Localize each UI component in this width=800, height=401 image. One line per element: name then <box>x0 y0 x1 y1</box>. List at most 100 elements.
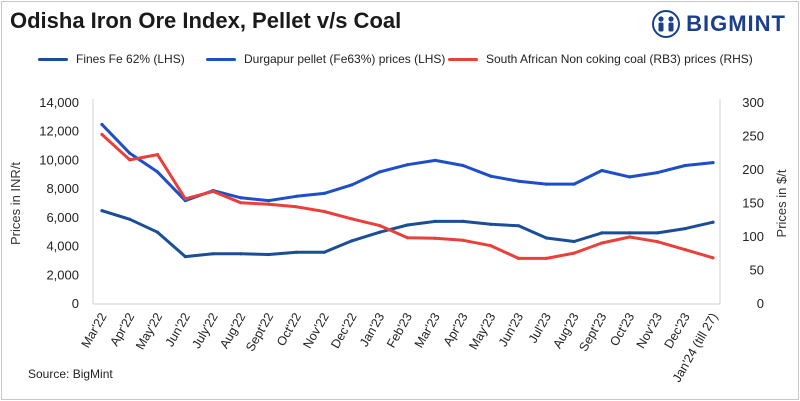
series-2-point <box>572 182 576 186</box>
series-1-point <box>628 231 632 235</box>
legend-label-pellet: Durgapur pellet (Fe63%) prices (LHS) <box>244 52 446 66</box>
series-1-point <box>155 230 160 234</box>
legend-label-coal: South African Non coking coal (RB3) pric… <box>486 52 753 66</box>
series-2-point <box>405 163 410 167</box>
y-left-tick-label: 10,000 <box>39 152 79 167</box>
series-3-point <box>294 205 298 209</box>
y-left-tick-label: 8,000 <box>46 181 79 196</box>
legend-swatch-pellet <box>206 57 236 61</box>
series-1-point <box>461 219 465 223</box>
series-1-point <box>350 239 354 243</box>
y-right-tick-label: 150 <box>742 196 764 211</box>
series-3-point <box>183 197 187 201</box>
series-3-point <box>211 189 215 193</box>
series-2-point <box>267 199 271 203</box>
series-2-point <box>517 179 521 183</box>
series-2-point <box>322 191 326 195</box>
series-2-point <box>544 182 549 186</box>
series-3-point <box>683 248 687 252</box>
series-1-point <box>433 219 437 223</box>
series-3-point <box>461 238 465 242</box>
series-1-point <box>100 209 104 213</box>
legend-swatch-fines <box>38 57 68 61</box>
series-3-point <box>378 224 382 228</box>
chart-title: Odisha Iron Ore Index, Pellet v/s Coal <box>10 8 402 33</box>
legend-item-fines: Fines Fe 62% (LHS) <box>38 52 185 66</box>
series-2-point <box>655 171 660 175</box>
series-3-point <box>350 217 354 221</box>
x-tick-label: May'23 <box>466 310 498 352</box>
x-tick-label: Jan'23 <box>357 310 387 349</box>
x-tick-label: May'22 <box>133 310 165 352</box>
series-3-point <box>572 251 576 255</box>
brand-logo: BIGMINT <box>652 10 786 38</box>
x-tick-label: Jul'23 <box>526 310 554 345</box>
legend-label-fines: Fines Fe 62% (LHS) <box>76 52 185 66</box>
series-3-point <box>628 235 632 239</box>
series-3-point <box>517 256 521 260</box>
x-tick-label: July'22 <box>189 310 220 350</box>
series-3-point <box>405 236 410 240</box>
brand-name: BIGMINT <box>686 11 786 36</box>
x-tick-label: Mar'23 <box>412 310 443 350</box>
series-1-point <box>544 236 549 240</box>
series-2-point <box>433 158 437 162</box>
series-1-point <box>239 252 243 256</box>
series-1-point <box>378 230 382 234</box>
y-left-tick-label: 6,000 <box>46 210 79 225</box>
bigmint-logo-icon <box>652 10 681 38</box>
series-2-point <box>378 170 382 174</box>
x-tick-label: Jun'23 <box>496 310 526 349</box>
series-1-point <box>655 231 660 235</box>
series-1-point <box>517 224 521 228</box>
series-3-point <box>155 153 160 157</box>
y-left-tick-label: 12,000 <box>39 124 79 139</box>
series-2-point <box>294 194 298 198</box>
series-1-point <box>600 231 604 235</box>
x-tick-label: Sept'23 <box>576 310 609 353</box>
series-1-point <box>711 220 715 224</box>
series-3-point <box>128 158 132 162</box>
series-3-point <box>655 240 660 244</box>
x-tick-label: Jun'22 <box>163 310 193 349</box>
series-3-point <box>267 202 271 206</box>
series-2-point <box>711 161 715 165</box>
series-1-point <box>294 250 298 254</box>
y-right-tick-label: 300 <box>742 95 764 110</box>
series-3-point <box>711 256 715 260</box>
x-tick-label: Nov'23 <box>634 310 665 350</box>
series-2-point <box>628 175 632 179</box>
x-tick-label: Feb'23 <box>384 310 415 350</box>
series-2-point <box>683 163 687 168</box>
series-1-point <box>128 217 132 221</box>
y-right-tick-label: 200 <box>742 162 764 177</box>
y-right-tick-label: 50 <box>750 263 764 278</box>
series-1-point <box>267 252 271 257</box>
series-2-point <box>239 196 243 200</box>
y-left-tick-label: 4,000 <box>46 239 79 254</box>
y-right-axis-title: Prices in $/t <box>774 169 789 237</box>
legend-item-coal: South African Non coking coal (RB3) pric… <box>448 52 753 66</box>
series-1-point <box>322 250 326 254</box>
x-tick-label: Oct'23 <box>607 310 637 348</box>
x-tick-label: Apr'23 <box>441 310 471 348</box>
series-3-point <box>600 241 604 245</box>
y-right-tick-label: 250 <box>742 129 764 144</box>
series-2-point <box>461 163 465 168</box>
x-tick-label: Nov'22 <box>300 310 331 350</box>
series-line-3 <box>100 133 715 260</box>
series-line-2 <box>100 123 715 203</box>
legend-item-pellet: Durgapur pellet (Fe63%) prices (LHS) <box>206 52 445 66</box>
series-3-point <box>239 201 243 205</box>
series-1-point <box>211 252 215 256</box>
x-tick-label: Dec'22 <box>328 310 359 350</box>
series-2-point <box>350 183 354 187</box>
series-1-point <box>183 255 187 259</box>
y-right-tick-label: 100 <box>742 229 764 244</box>
series-2-point <box>489 174 493 178</box>
series-3-point <box>544 256 549 260</box>
y-left-tick-label: 14,000 <box>39 95 79 110</box>
series-3-point <box>489 244 493 248</box>
series-2-point <box>128 151 132 155</box>
